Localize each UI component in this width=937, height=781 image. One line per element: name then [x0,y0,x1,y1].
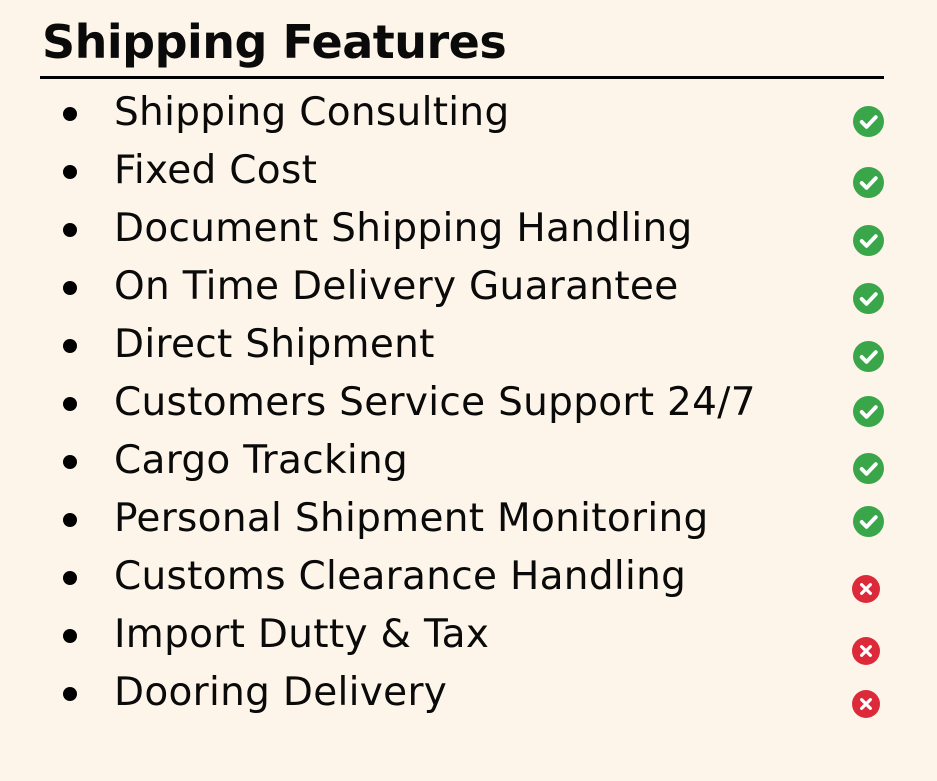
list-item: Shipping Consulting [0,85,937,143]
bullet-icon [63,165,77,179]
bullet-icon [63,281,77,295]
list-item: Customers Service Support 24/7 [0,375,937,433]
feature-label: Customs Clearance Handling [114,554,687,599]
check-icon [853,167,884,198]
list-item: Fixed Cost [0,143,937,201]
page-title: Shipping Features [42,15,507,69]
bullet-icon [63,571,77,585]
feature-label: Dooring Delivery [114,670,448,715]
list-item: Import Dutty & Tax [0,607,937,665]
bullet-icon [63,223,77,237]
check-icon [853,225,884,256]
bullet-icon [63,107,77,121]
feature-label: Customers Service Support 24/7 [114,380,756,425]
feature-label: Import Dutty & Tax [114,612,490,657]
bullet-icon [63,397,77,411]
feature-label: Document Shipping Handling [114,206,693,251]
cross-icon [852,637,880,665]
title-divider [40,76,884,79]
cross-icon [852,575,880,603]
list-item: Document Shipping Handling [0,201,937,259]
check-icon [853,453,884,484]
list-item: Dooring Delivery [0,665,937,723]
list-item: Cargo Tracking [0,433,937,491]
bullet-icon [63,687,77,701]
check-icon [853,396,884,427]
feature-label: Direct Shipment [114,322,435,367]
list-item: Customs Clearance Handling [0,549,937,607]
list-item: Direct Shipment [0,317,937,375]
list-item: On Time Delivery Guarantee [0,259,937,317]
feature-label: Cargo Tracking [114,438,409,483]
feature-list: Shipping Consulting Fixed Cost Document Sh… [0,85,937,723]
list-item: Personal Shipment Monitoring [0,491,937,549]
check-icon [853,106,884,137]
feature-label: Personal Shipment Monitoring [114,496,709,541]
feature-label: Fixed Cost [114,148,318,193]
bullet-icon [63,455,77,469]
feature-label: On Time Delivery Guarantee [114,264,679,309]
check-icon [853,341,884,372]
cross-icon [852,690,880,718]
bullet-icon [63,339,77,353]
bullet-icon [63,513,77,527]
bullet-icon [63,629,77,643]
feature-label: Shipping Consulting [114,90,510,135]
check-icon [853,506,884,537]
check-icon [853,283,884,314]
